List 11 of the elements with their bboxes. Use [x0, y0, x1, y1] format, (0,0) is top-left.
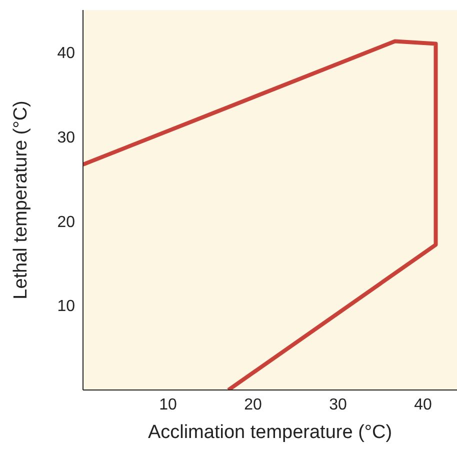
- line-series: [83, 39, 438, 390]
- y-axis-title: Lethal temperature (°C): [10, 100, 32, 300]
- x-tick-label: 40: [414, 396, 432, 414]
- x-axis-title: Acclimation temperature (°C): [148, 422, 392, 443]
- y-tick-label: 40: [57, 44, 76, 62]
- x-tick-label: 10: [159, 396, 177, 414]
- y-tick-label: 10: [57, 298, 76, 316]
- x-tick-label: 30: [329, 396, 347, 414]
- y-tick-label: 20: [57, 214, 76, 231]
- x-tick-label: 20: [244, 396, 262, 414]
- y-tick-label: 30: [57, 129, 76, 146]
